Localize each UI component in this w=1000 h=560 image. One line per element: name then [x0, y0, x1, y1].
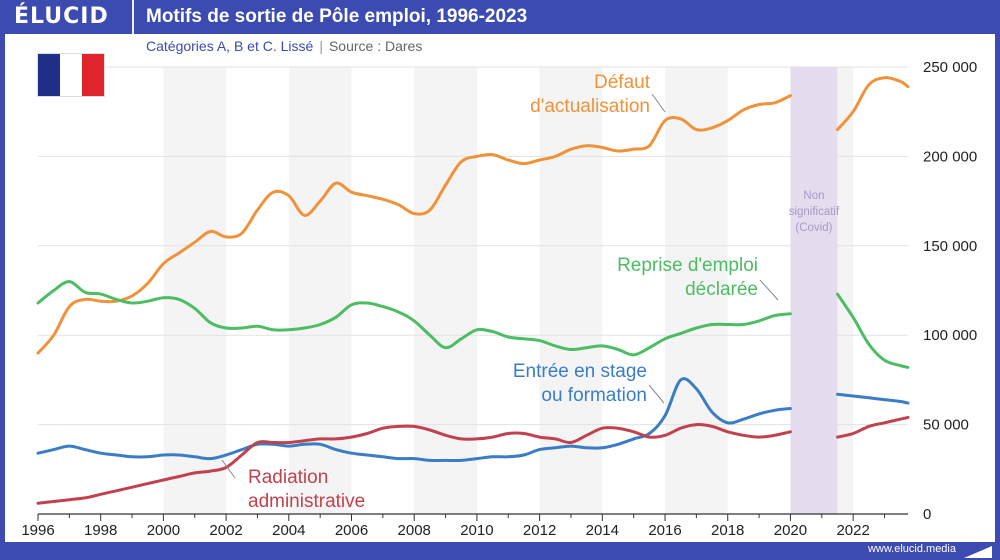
x-tick-label: 1996: [21, 522, 54, 539]
footer-url-link[interactable]: www.elucid.media: [867, 543, 956, 555]
y-tick-label: 100 000: [923, 327, 977, 344]
covid-region-label: (Covid): [795, 222, 832, 234]
elucid-mark-icon: [964, 546, 992, 558]
label-leader: [759, 279, 779, 301]
y-tick-label: 0: [923, 506, 931, 523]
grid-band: [665, 67, 728, 514]
x-tick-label: 2002: [209, 522, 242, 539]
grid-band: [288, 67, 352, 514]
subtitle-separator: |: [319, 38, 323, 54]
label-leader: [221, 459, 236, 479]
label-leader: [648, 384, 665, 404]
x-tick-label: 1998: [84, 522, 117, 539]
covid-region: [790, 67, 838, 514]
x-tick-label: 2006: [335, 522, 368, 539]
covid-region-label: Non: [803, 190, 824, 202]
series-label: Radiation: [248, 467, 328, 488]
chart-title: Motifs de sortie de Pôle emploi, 1996-20…: [146, 6, 528, 27]
header-divider: [132, 0, 134, 34]
series-line: [36, 94, 792, 355]
chart-subtitle: Catégories A, B et C. Lissé | Source : Dar…: [146, 38, 422, 54]
series-label: d'actualisation: [530, 96, 650, 117]
grid-band: [163, 67, 227, 514]
flag-white-stripe: [60, 54, 82, 96]
y-tick-label: 150 000: [923, 238, 977, 255]
line-chart: Non significatif (Covid) Défaut d'actualisat…: [21, 59, 977, 539]
x-tick-label: 2018: [711, 522, 744, 539]
series-line: [36, 280, 792, 357]
header-bar: ÉLUCID Motifs de sortie de Pôle emploi, …: [0, 0, 1000, 34]
x-tick-label: 2022: [836, 522, 869, 539]
flag-red-stripe: [82, 54, 104, 96]
label-leader: [651, 93, 666, 113]
series-label: administrative: [248, 491, 365, 512]
series-line: [836, 415, 910, 439]
x-tick-label: 2010: [460, 522, 493, 539]
subtitle-text: Catégories A, B et C. Lissé: [146, 38, 314, 54]
series-line: [836, 292, 910, 369]
series-label: Reprise d'emploi: [617, 255, 758, 276]
y-tick-label: 200 000: [923, 148, 977, 165]
source-text: Source : Dares: [328, 38, 423, 54]
series-line: [36, 377, 792, 463]
x-tick-label: 2008: [398, 522, 431, 539]
series-label: Entrée en stage: [513, 361, 647, 382]
elucid-logo[interactable]: ÉLUCID: [14, 4, 109, 29]
y-tick-label: 250 000: [923, 59, 977, 76]
series-line: [836, 392, 910, 405]
flag-blue-stripe: [38, 54, 60, 96]
x-tick-label: 2020: [774, 522, 807, 539]
series-line: [36, 423, 792, 505]
x-tick-label: 2000: [147, 522, 180, 539]
footer-bar: www.elucid.media: [0, 542, 1000, 560]
series-label: ou formation: [541, 385, 647, 406]
grid-band: [414, 67, 477, 514]
series-label: Défaut: [594, 72, 651, 93]
covid-region-label: significatif: [789, 206, 840, 218]
series-line: [836, 76, 910, 132]
x-tick-label: 2004: [272, 522, 305, 539]
france-flag-icon: [38, 54, 104, 96]
x-tick-label: 2016: [648, 522, 681, 539]
x-tick-label: 2012: [523, 522, 556, 539]
series-label: déclarée: [685, 279, 758, 300]
x-tick-label: 2014: [586, 522, 619, 539]
y-tick-label: 50 000: [923, 417, 969, 434]
